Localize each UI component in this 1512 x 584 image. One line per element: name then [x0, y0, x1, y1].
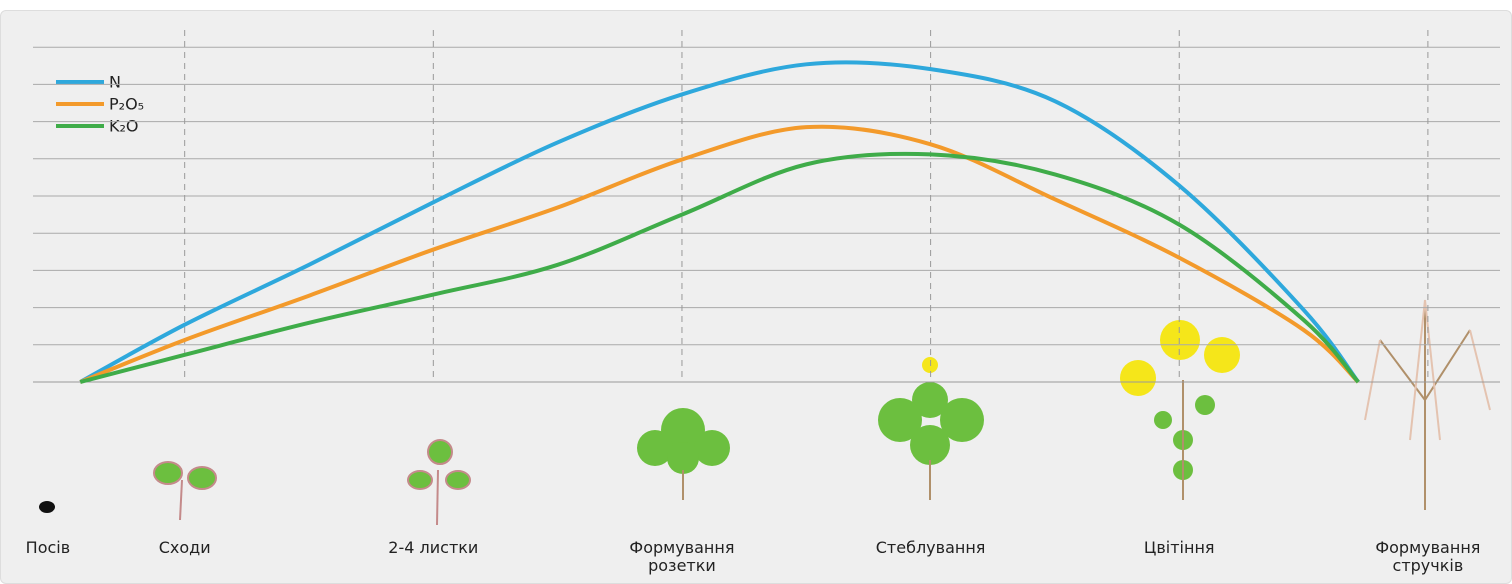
x-tick-label: Стеблування — [866, 539, 996, 557]
x-tick-label: Сходи — [120, 539, 250, 557]
x-tick-label: Цвітіння — [1114, 539, 1244, 557]
x-tick-label: Формування стручків — [1363, 539, 1493, 575]
page: N P₂O₅ K₂O Посів Сходи 2-4 листки Формування … — [0, 0, 1512, 584]
plants — [39, 300, 1490, 525]
legend: N P₂O₅ K₂O — [56, 73, 144, 136]
x-tick-label: Формування розетки — [617, 539, 747, 575]
x-tick-label: Посів — [0, 539, 113, 557]
x-tick-label: 2-4 листки — [368, 539, 498, 557]
legend-label: P₂O₅ — [109, 95, 144, 114]
legend-label: N — [109, 73, 121, 92]
chart: N P₂O₅ K₂O — [0, 0, 1512, 584]
legend-label: K₂O — [109, 117, 139, 136]
